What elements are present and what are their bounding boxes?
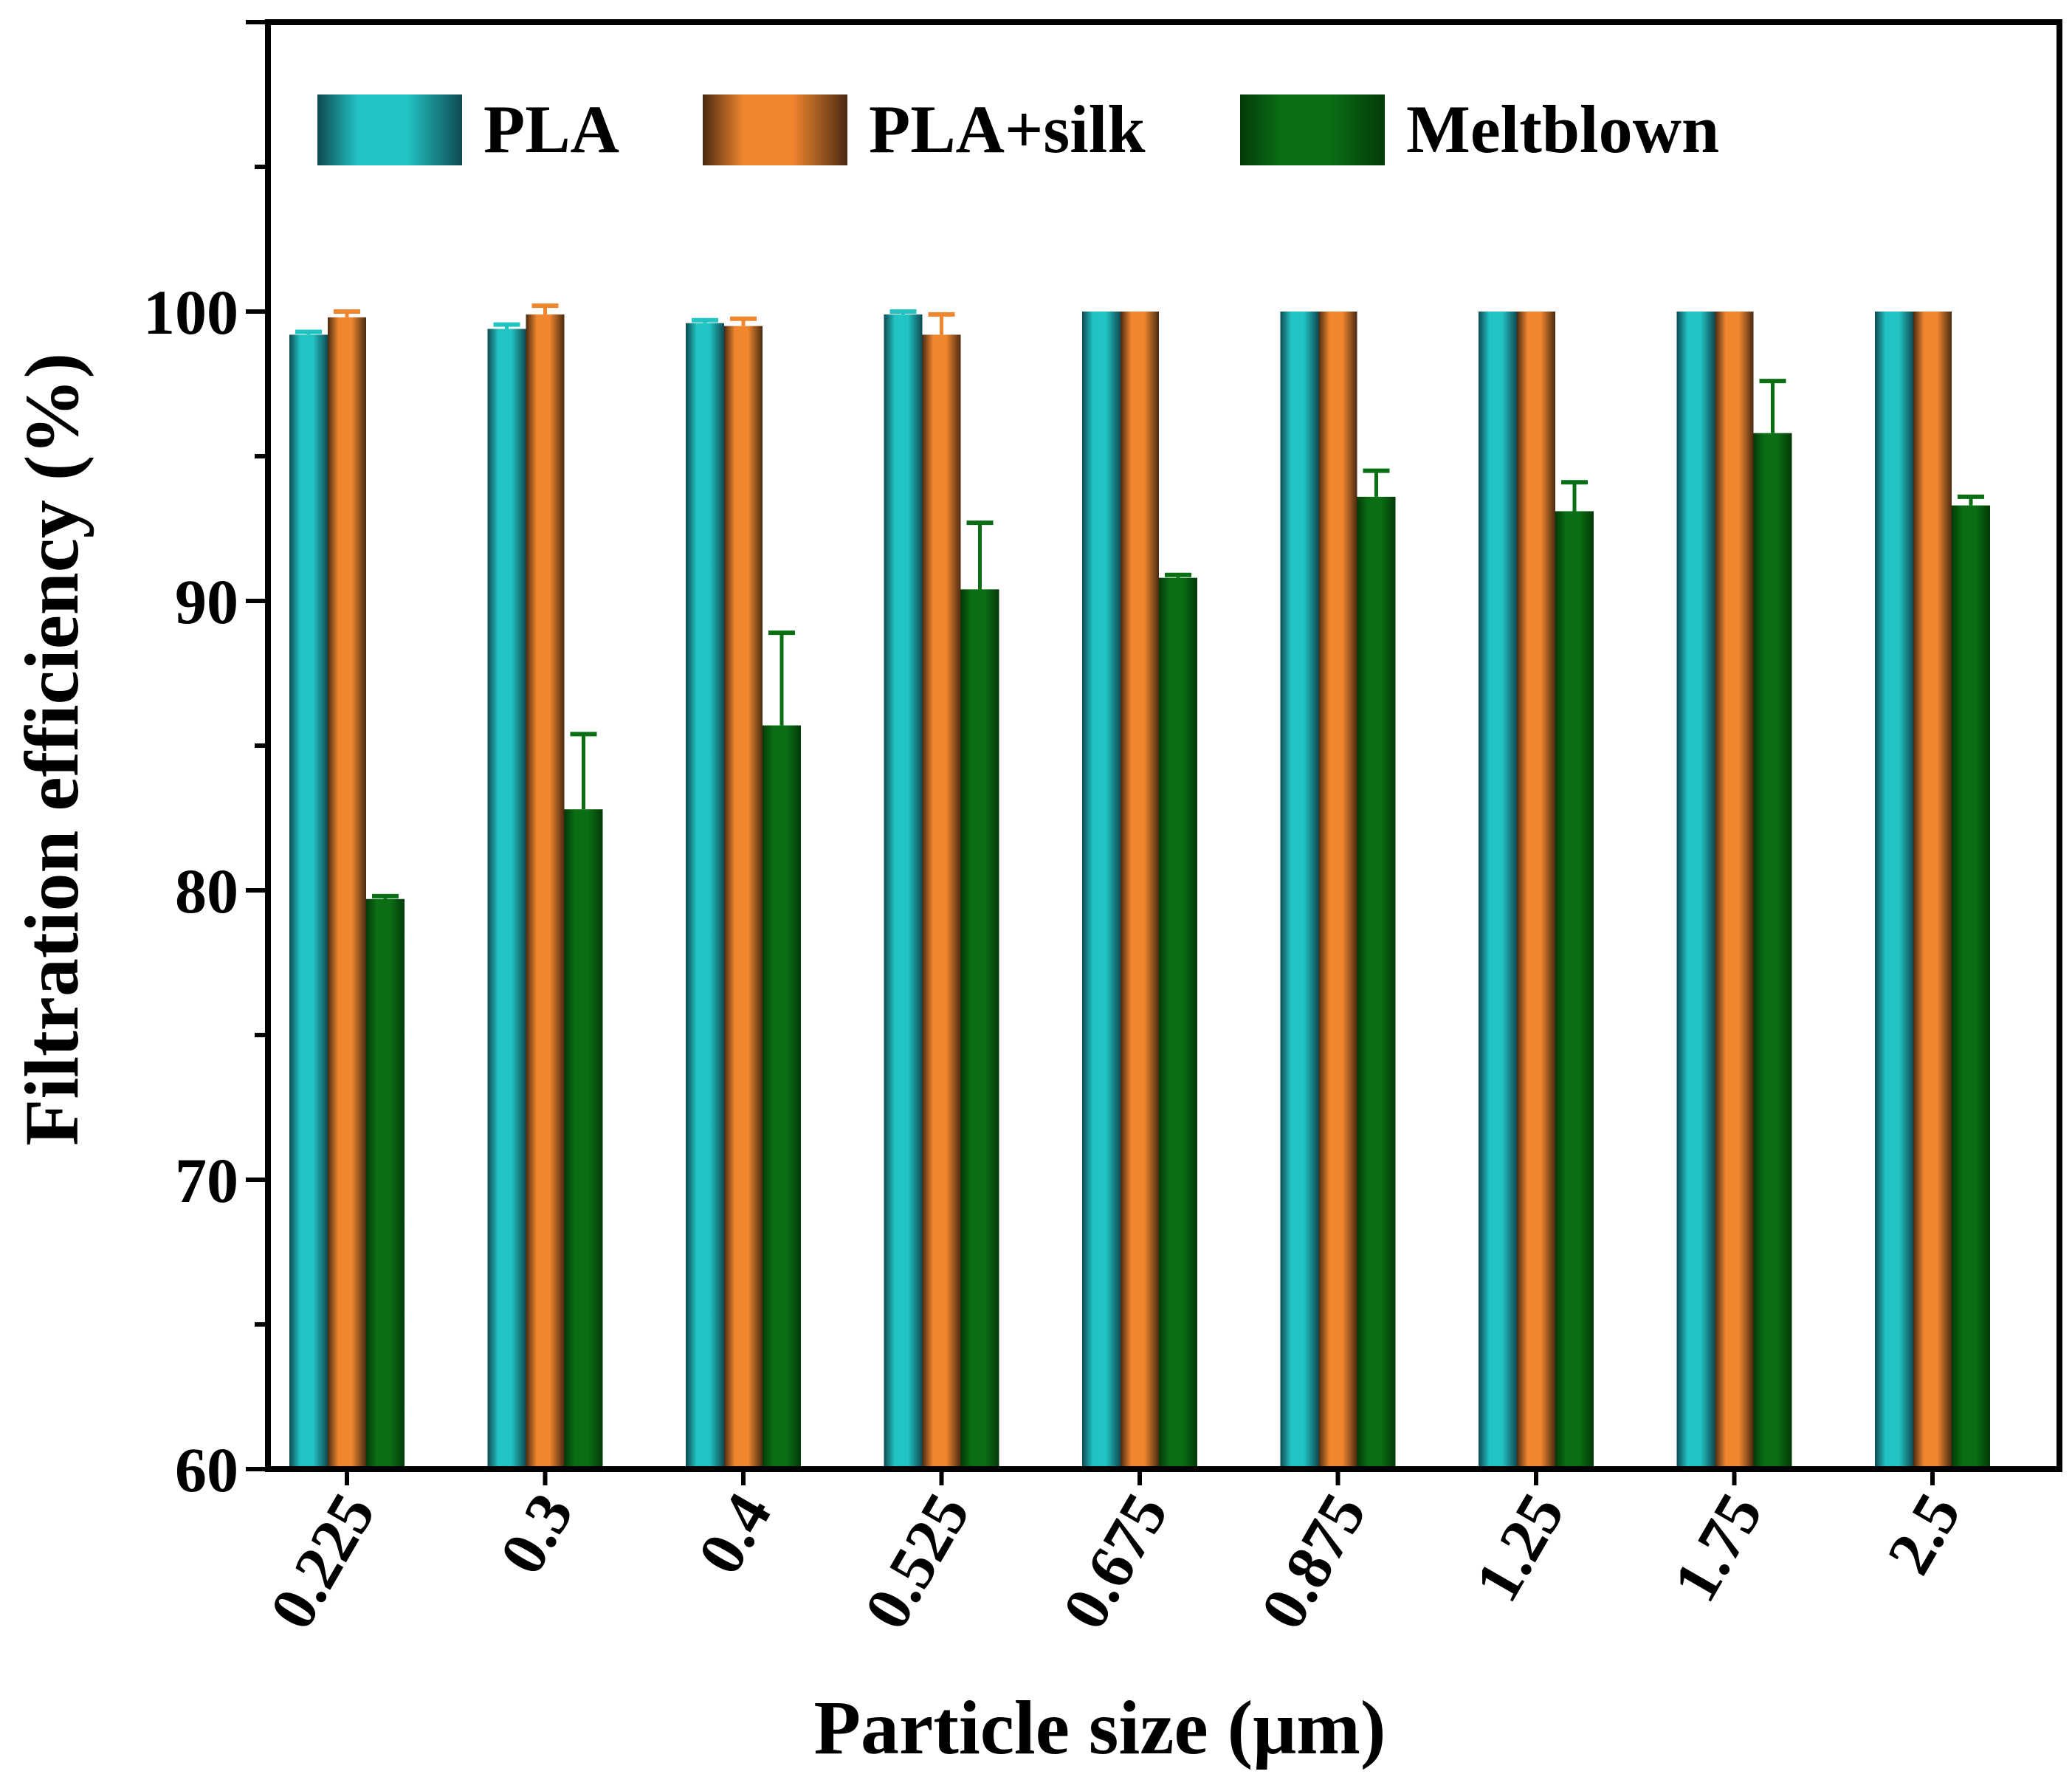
y-tick-label-90: 90 (175, 566, 238, 637)
bar-pla-silk-0.225 (328, 317, 366, 1470)
bar-pla-1.75 (1676, 312, 1715, 1469)
bar-pla-silk-1.75 (1715, 312, 1754, 1469)
error-bar-pla-0.3 (493, 322, 520, 329)
bar-pla-silk-0.675 (1121, 312, 1159, 1469)
legend-swatch (1240, 94, 1385, 165)
bar-pla-silk-0.3 (526, 314, 565, 1469)
x-tick-label-0.3: 0.3 (486, 1482, 587, 1586)
bar-pla-1.25 (1479, 312, 1517, 1469)
bar-pla-0.525 (884, 314, 923, 1469)
error-bar-meltblown-0.525 (966, 520, 994, 590)
bar-pla-silk-0.525 (922, 334, 961, 1469)
bar-meltblown-0.3 (564, 809, 603, 1469)
legend: PLA PLA+silk Meltblown (317, 92, 1719, 167)
error-bar-meltblown-2.5 (1958, 494, 1984, 506)
bar-pla-0.4 (686, 323, 724, 1470)
legend-label: PLA+silk (869, 92, 1146, 167)
error-bar-meltblown-0.3 (570, 732, 597, 810)
bar-pla-0.675 (1082, 312, 1121, 1469)
y-tick-label-70: 70 (175, 1145, 238, 1216)
bar-meltblown-2.5 (1952, 505, 1990, 1469)
bar-meltblown-0.675 (1159, 577, 1197, 1469)
bar-pla-0.875 (1280, 312, 1319, 1469)
y-axis: 60 70 80 90 100 (143, 20, 268, 1505)
x-axis-title: Particle size (μm) (814, 1685, 1386, 1770)
error-bar-meltblown-0.875 (1363, 468, 1390, 497)
legend-label: Meltblown (1406, 92, 1719, 167)
error-bar-meltblown-1.25 (1561, 480, 1588, 512)
bars-layer (289, 312, 1990, 1470)
bar-meltblown-0.4 (763, 725, 801, 1469)
y-tick-label-80: 80 (175, 856, 238, 927)
error-bar-pla-0.4 (692, 317, 718, 323)
error-bar-meltblown-0.675 (1165, 572, 1191, 578)
bar-pla-2.5 (1875, 312, 1913, 1469)
error-bar-pla-silk-0.4 (730, 316, 757, 326)
error-bar-meltblown-0.225 (372, 893, 399, 899)
x-tick-label-0.225: 0.225 (256, 1482, 389, 1641)
error-bar-pla-silk-0.225 (334, 309, 360, 317)
x-tick-label-1.75: 1.75 (1659, 1482, 1776, 1613)
bar-pla-0.3 (487, 329, 526, 1469)
y-axis-title: Filtration efficiency (%) (10, 353, 94, 1146)
x-axis: 0.225 0.3 0.4 0.525 0.675 0.875 1.25 1.75 2.5 (256, 1469, 1975, 1641)
x-tick-label-0.525: 0.525 (850, 1482, 983, 1641)
bar-meltblown-1.75 (1753, 433, 1792, 1469)
y-tick-label-60: 60 (175, 1434, 238, 1505)
bar-pla-0.225 (289, 334, 328, 1469)
x-tick-label-2.5: 2.5 (1873, 1482, 1975, 1586)
x-tick-label-0.875: 0.875 (1247, 1482, 1380, 1641)
legend-swatch (703, 94, 847, 165)
error-bars-layer (295, 303, 1984, 899)
bar-pla-silk-0.875 (1318, 312, 1357, 1469)
error-bar-pla-silk-0.3 (531, 303, 559, 314)
legend-item-meltblown: Meltblown (1240, 92, 1719, 167)
error-bar-pla-0.225 (295, 329, 322, 335)
x-tick-label-0.4: 0.4 (684, 1482, 785, 1586)
bar-meltblown-1.25 (1555, 511, 1594, 1469)
legend-item-pla: PLA (317, 92, 619, 167)
error-bar-pla-0.525 (889, 309, 917, 314)
x-tick-label-1.25: 1.25 (1461, 1482, 1577, 1613)
error-bar-pla-silk-0.525 (928, 312, 955, 335)
bar-pla-silk-0.4 (724, 326, 763, 1470)
legend-label: PLA (483, 92, 619, 167)
legend-item-pla-silk: PLA+silk (703, 92, 1146, 167)
error-bar-meltblown-0.4 (768, 630, 795, 726)
bar-pla-silk-1.25 (1517, 312, 1555, 1469)
error-bar-meltblown-1.75 (1759, 379, 1786, 433)
bar-meltblown-0.225 (366, 898, 405, 1469)
x-tick-label-0.675: 0.675 (1049, 1482, 1182, 1641)
bar-meltblown-0.875 (1357, 496, 1396, 1469)
bar-pla-silk-2.5 (1913, 312, 1952, 1469)
legend-swatch (317, 94, 462, 165)
bar-meltblown-0.525 (960, 589, 999, 1469)
y-tick-label-100: 100 (143, 277, 238, 348)
